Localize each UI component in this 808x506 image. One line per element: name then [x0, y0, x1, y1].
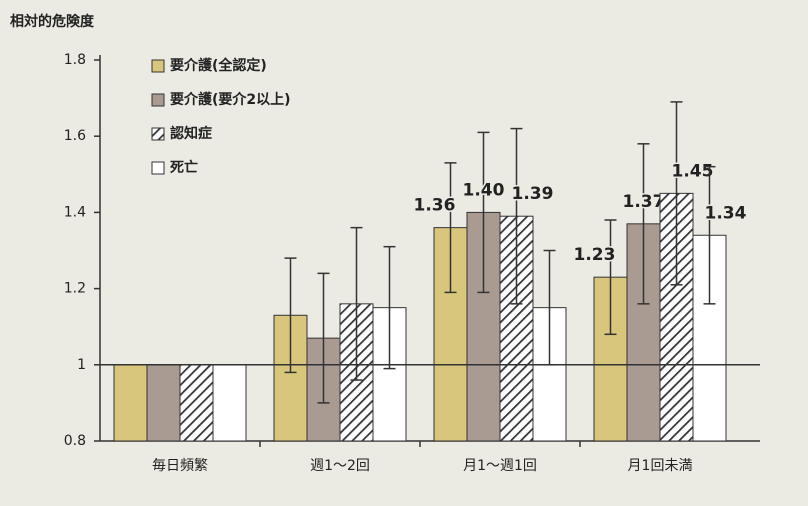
error-bar [444, 162, 457, 294]
error-bar [350, 226, 363, 381]
legend-label: 要介護(全認定) [170, 57, 267, 74]
value-label: 1.34 [705, 203, 747, 223]
error-bar [510, 127, 523, 305]
y-tick-label: 1 [77, 357, 86, 373]
value-label: 1.39 [512, 184, 554, 204]
error-bar [637, 143, 650, 305]
value-label: 1.37 [623, 192, 665, 212]
value-label: 1.23 [574, 245, 616, 265]
error-bar [383, 245, 396, 370]
y-tick-label: 1.2 [64, 281, 86, 297]
x-tick-label: 週1～2回 [310, 458, 370, 474]
legend-swatch [151, 127, 165, 141]
value-label: 1.45 [672, 161, 714, 181]
x-tick-label: 毎日頻繁 [152, 458, 208, 474]
legend-label: 認知症 [170, 125, 212, 142]
bar [532, 307, 567, 442]
y-tick-label: 1.4 [64, 204, 86, 220]
legend-swatch [151, 161, 165, 175]
error-bar [284, 257, 297, 374]
x-tick-label: 月1回未満 [628, 458, 693, 474]
bar [212, 364, 247, 442]
y-axis-title: 相対的危険度 [10, 13, 95, 30]
bar [146, 364, 181, 442]
legend-label: 死亡 [169, 159, 198, 176]
error-bar [703, 165, 716, 305]
legend-swatch [151, 93, 165, 107]
y-tick-label: 1.8 [64, 52, 86, 68]
legend-swatch [151, 59, 165, 73]
error-bar [670, 101, 683, 286]
error-bar [317, 272, 330, 404]
value-label: 1.40 [463, 180, 505, 200]
y-tick-label: 1.6 [64, 128, 86, 144]
y-tick-label: 0.8 [64, 433, 86, 449]
error-bar [604, 219, 617, 336]
x-tick-label: 月1～週1回 [463, 458, 537, 474]
legend-label: 要介護(要介2以上) [170, 91, 291, 108]
error-bar [477, 131, 490, 294]
bar [113, 364, 148, 442]
bar [179, 364, 214, 442]
value-label: 1.36 [414, 196, 456, 216]
